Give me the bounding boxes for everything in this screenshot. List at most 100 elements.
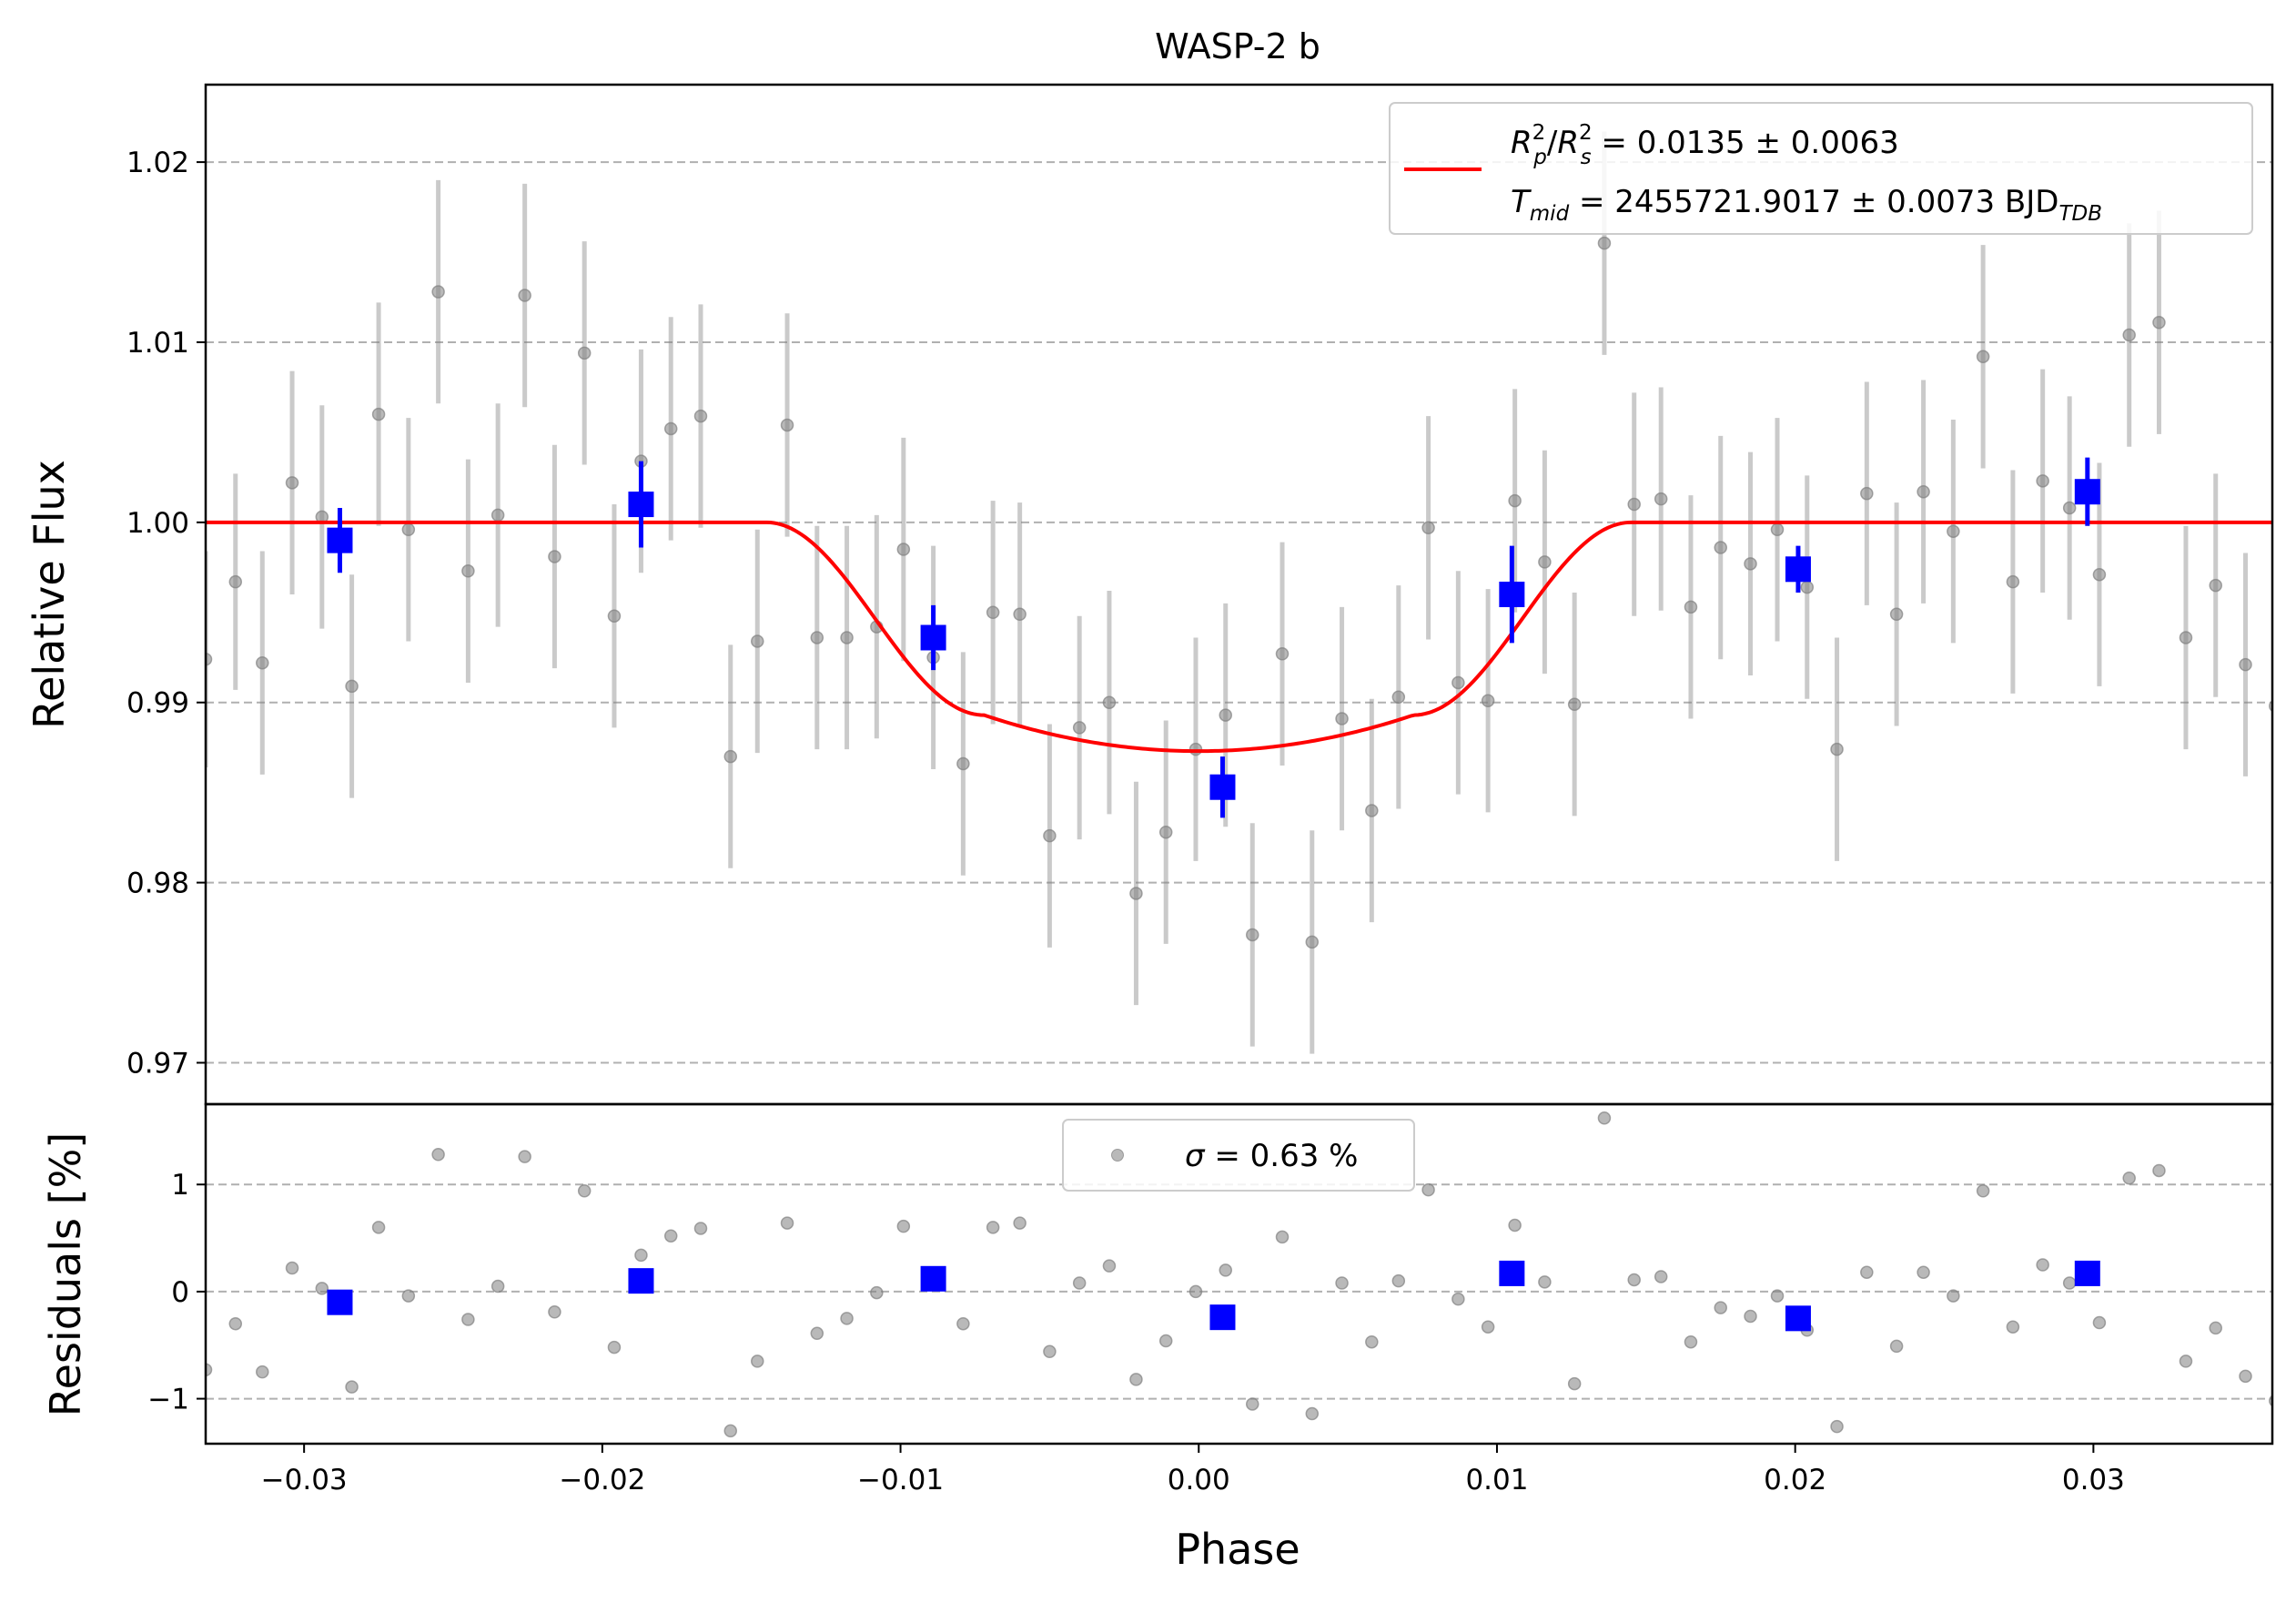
- raw-point: [577, 346, 592, 360]
- raw-residual-point: [1744, 1309, 1757, 1324]
- x-tick-label: −0.02: [559, 1464, 645, 1496]
- raw-residual-point: [810, 1326, 824, 1341]
- raw-residual-point: [1158, 1334, 1173, 1348]
- x-axis-label: Phase: [1175, 1525, 1300, 1574]
- raw-point: [518, 289, 531, 302]
- raw-residual-point: [491, 1279, 505, 1294]
- raw-point: [2209, 578, 2222, 593]
- raw-residual-point: [431, 1148, 445, 1162]
- top-y-tick-label: 0.97: [126, 1047, 189, 1080]
- raw-point: [1684, 600, 1698, 614]
- raw-residual-point: [1567, 1376, 1582, 1391]
- binned-residual-point: [327, 1289, 353, 1315]
- raw-residual-point: [2062, 1276, 2077, 1290]
- raw-residual-point: [1305, 1406, 1320, 1421]
- raw-point: [345, 679, 359, 694]
- raw-point: [401, 522, 416, 537]
- raw-point: [1335, 712, 1349, 725]
- raw-point: [431, 285, 445, 299]
- raw-residual-point: [1830, 1419, 1844, 1434]
- raw-point: [1597, 236, 1612, 250]
- x-tick-label: −0.01: [857, 1464, 944, 1496]
- raw-point: [2179, 631, 2193, 644]
- binned-residual-point: [1209, 1304, 1236, 1331]
- raw-point: [1043, 828, 1057, 843]
- bottom-y-tick-label: 1: [171, 1169, 189, 1202]
- raw-point: [1889, 607, 1904, 622]
- raw-point: [1567, 697, 1582, 711]
- binned-point: [920, 624, 946, 651]
- raw-residual-point: [461, 1313, 475, 1326]
- bottom-legend-box: [1062, 1119, 1415, 1192]
- raw-residual-point: [1481, 1320, 1495, 1334]
- raw-residual-point: [1714, 1301, 1727, 1314]
- legend-ratio-base-2: R: [1557, 125, 1579, 161]
- raw-residual-point: [315, 1282, 329, 1295]
- binned-residual-point: [628, 1268, 654, 1294]
- raw-point: [1770, 522, 1785, 537]
- legend-ratio-slash: /: [1547, 125, 1558, 161]
- legend-sigma: σ = 0.63 %: [1185, 1138, 1358, 1174]
- raw-point: [986, 605, 1000, 620]
- raw-residual-point: [1219, 1263, 1233, 1277]
- binned-point: [1499, 582, 1525, 607]
- raw-residual-point: [2092, 1315, 2107, 1330]
- top-y-axis-label: Relative Flux: [25, 460, 74, 729]
- legend-radius-ratio: R2 p/R2 s = 0.0135 ± 0.0063: [1511, 121, 1899, 169]
- top-y-tick-label: 0.99: [126, 687, 189, 720]
- x-tick-label: 0.00: [1168, 1464, 1230, 1496]
- raw-residual-point: [780, 1216, 794, 1230]
- legend-tmid-sub: mid: [1530, 202, 1570, 226]
- raw-point: [2152, 315, 2166, 330]
- top-y-tick-label: 1.02: [126, 147, 189, 179]
- raw-residual-point: [1043, 1344, 1057, 1359]
- raw-residual-point: [1597, 1111, 1612, 1125]
- top-legend-box: [1389, 102, 2253, 235]
- raw-residual-point: [2239, 1369, 2252, 1384]
- bottom-y-ticks: −1 0 1: [147, 1169, 206, 1416]
- raw-point: [1654, 492, 1668, 506]
- x-tick-label: 0.01: [1465, 1464, 1528, 1496]
- legend-tmid: Tmid = 2455721.9017 ± 0.0073 BJDTDB: [1511, 184, 2102, 226]
- raw-point: [1830, 742, 1844, 756]
- top-panel: 0.97 0.98 0.99 1.00 1.01 1.02 Relative Flux R…: [25, 83, 2274, 1106]
- raw-residual-point: [840, 1312, 854, 1325]
- transit-model-curve: [206, 520, 2272, 754]
- raw-point: [1391, 690, 1406, 705]
- raw-point: [1421, 521, 1435, 535]
- raw-residual-point: [1365, 1334, 1379, 1349]
- raw-point: [896, 543, 911, 556]
- raw-residual-point: [577, 1184, 592, 1198]
- raw-point: [256, 655, 269, 670]
- raw-point: [228, 574, 243, 589]
- raw-point: [751, 634, 764, 648]
- bottom-binned-residuals: [327, 1260, 2100, 1332]
- raw-point: [1744, 557, 1757, 571]
- binned-point: [2074, 479, 2100, 505]
- top-binned-points: [327, 457, 2100, 818]
- raw-point: [607, 609, 622, 623]
- raw-point: [1129, 887, 1143, 900]
- top-y-tick-label: 1.01: [126, 327, 189, 360]
- bottom-axes-frame: [204, 1102, 2274, 1446]
- legend-ratio-sup-1: 2: [1532, 121, 1546, 145]
- raw-point: [1714, 541, 1727, 554]
- raw-residual-point: [1391, 1273, 1406, 1288]
- raw-residual-point: [1102, 1259, 1117, 1273]
- raw-residual-point: [693, 1222, 708, 1235]
- raw-point: [491, 508, 505, 522]
- raw-residual-point: [256, 1365, 269, 1379]
- raw-residual-point: [548, 1305, 561, 1319]
- legend-ratio-value: = 0.0135 ± 0.0063: [1592, 125, 1899, 161]
- raw-residual-point: [2209, 1321, 2222, 1335]
- raw-point: [1305, 935, 1320, 949]
- raw-residual-point: [401, 1289, 416, 1303]
- legend-sigma-value: = 0.63 %: [1205, 1138, 1359, 1174]
- x-ticks: −0.03 −0.02 −0.01 0.00 0.01 0.02 0.03: [261, 1444, 2125, 1496]
- legend-sigma-symbol: σ: [1185, 1138, 1206, 1174]
- raw-residual-point: [206, 1363, 213, 1377]
- binned-point: [628, 492, 654, 518]
- raw-residual-point: [1335, 1276, 1349, 1290]
- binned-residual-point: [1499, 1260, 1525, 1286]
